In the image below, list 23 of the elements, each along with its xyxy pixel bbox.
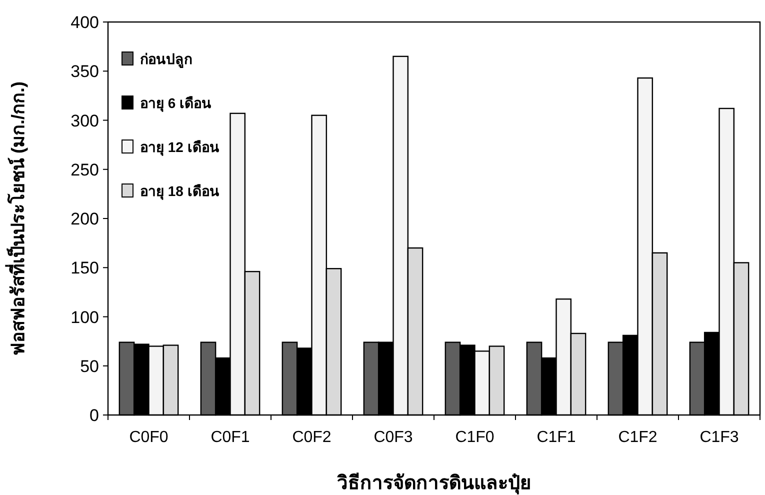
y-tick-label: 100 [70,308,99,327]
x-tick-label: C0F1 [210,429,250,446]
x-axis-title: วิธีการจัดการดินและปุ๋ย [337,472,531,495]
legend-label: อายุ 6 เดือน [140,95,212,112]
y-tick-label: 0 [90,406,99,425]
x-tick-label: C1F0 [455,429,494,446]
y-tick-label: 350 [70,62,99,82]
x-tick-label: C1F2 [618,429,658,446]
x-tick-label: C0F2 [292,429,332,446]
y-tick-label: 150 [70,258,99,278]
x-tick-label: C1F1 [536,429,576,446]
y-tick-label: 300 [70,111,99,130]
x-tick-label: C0F0 [129,429,168,446]
legend-label: ก่อนปลูก [140,51,192,68]
legend-label: อายุ 12 เดือน [140,139,220,156]
y-tick-label: 250 [70,160,99,180]
y-tick-label: 400 [70,13,99,32]
x-tick-label: C0F3 [374,429,413,446]
legend-label: อายุ 18 เดือน [140,183,220,200]
y-axis-title: ฟอสฟอรัสที่เป็นประโยชน์ (มก./กก.) [5,82,28,356]
x-tick-label: C1F3 [700,429,739,446]
y-tick-label: 200 [70,210,99,228]
y-tick-label: 50 [80,356,99,376]
